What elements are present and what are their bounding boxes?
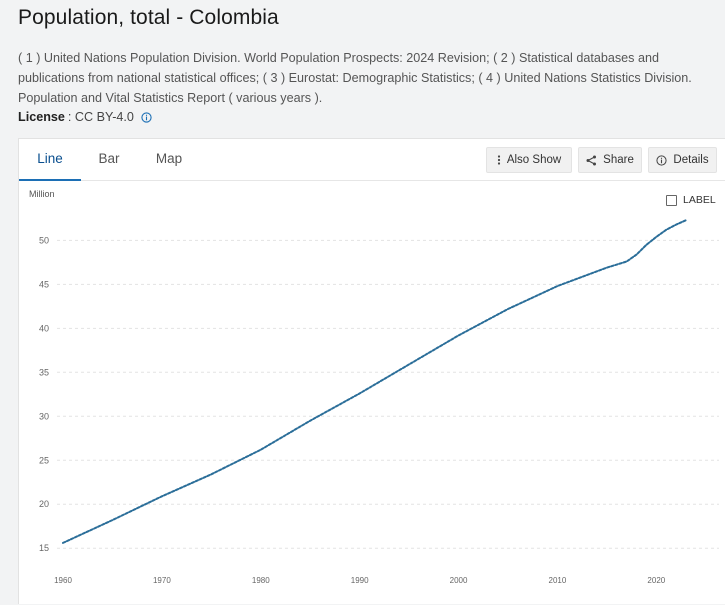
license-label: License (18, 110, 65, 124)
population-line-chart: 15 20 25 30 35 40 45 50 1960 1970 1980 1990 2000 2010… (19, 139, 725, 605)
x-tick-label: 2000 (450, 576, 468, 585)
x-tick-label: 2010 (549, 576, 567, 585)
license-line: License : CC BY-4.0 (18, 110, 152, 124)
chart-panel: Line Bar Map Also Show Share Details LAB (18, 138, 725, 604)
source-notes: ( 1 ) United Nations Population Division… (18, 48, 718, 108)
y-tick-label: 20 (39, 499, 49, 509)
series-line-colombia[interactable] (63, 220, 686, 543)
y-tick-label: 30 (39, 411, 49, 421)
info-icon[interactable] (141, 112, 152, 123)
x-tick-label: 1980 (252, 576, 270, 585)
y-tick-label: 40 (39, 323, 49, 333)
x-tick-label: 1960 (54, 576, 72, 585)
page-title: Population, total - Colombia (18, 6, 279, 30)
y-tick-label: 50 (39, 235, 49, 245)
y-tick-label: 45 (39, 279, 49, 289)
license-value: : CC BY-4.0 (68, 110, 134, 124)
y-tick-label: 15 (39, 543, 49, 553)
y-axis-label: Million (29, 189, 55, 199)
y-tick-label: 25 (39, 455, 49, 465)
y-tick-label: 35 (39, 367, 49, 377)
x-tick-label: 2020 (647, 576, 665, 585)
x-tick-label: 1990 (351, 576, 369, 585)
x-tick-label: 1970 (153, 576, 171, 585)
